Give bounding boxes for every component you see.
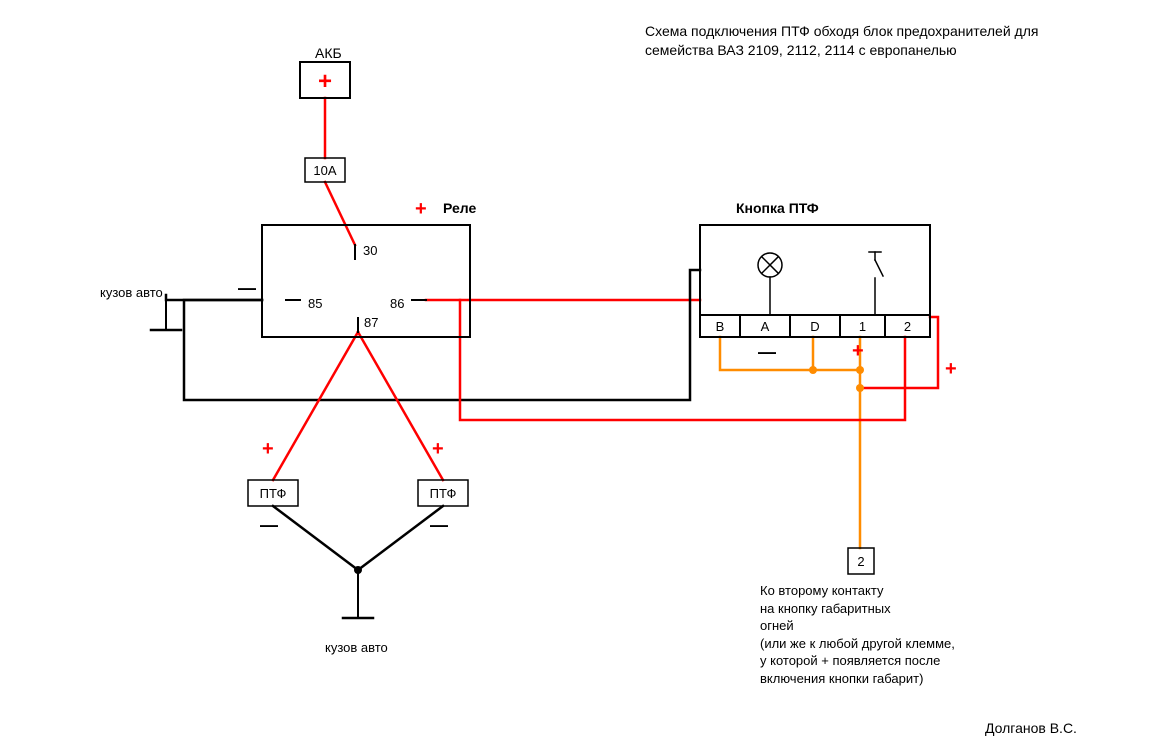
svg-text:1: 1 bbox=[859, 319, 866, 334]
svg-text:30: 30 bbox=[363, 243, 377, 258]
button-label: Кнопка ПТФ bbox=[736, 200, 819, 216]
ground-left-minus: — bbox=[238, 278, 256, 299]
svg-text:D: D bbox=[810, 319, 819, 334]
relay-label: Реле bbox=[443, 200, 476, 216]
relay-plus: + bbox=[415, 198, 427, 221]
author-text: Долганов В.С. bbox=[985, 720, 1077, 736]
svg-text:2: 2 bbox=[857, 554, 864, 569]
battery-label: АКБ bbox=[315, 45, 342, 61]
ptf-right-plus: + bbox=[432, 438, 444, 461]
ptf-left-minus: — bbox=[260, 515, 278, 536]
svg-text:86: 86 bbox=[390, 296, 404, 311]
button-plus-1: + bbox=[852, 340, 864, 363]
svg-text:85: 85 bbox=[308, 296, 322, 311]
svg-text:ПТФ: ПТФ bbox=[430, 486, 457, 501]
ground-bottom-label: кузов авто bbox=[325, 640, 388, 655]
svg-text:87: 87 bbox=[364, 315, 378, 330]
svg-text:B: B bbox=[716, 319, 725, 334]
title-text: Схема подключения ПТФ обходя блок предох… bbox=[645, 22, 1065, 60]
button-plus-2: + bbox=[945, 358, 957, 381]
ptf-left-plus: + bbox=[262, 438, 274, 461]
button-minus: — bbox=[758, 342, 776, 363]
svg-text:10A: 10A bbox=[313, 163, 336, 178]
svg-text:ПТФ: ПТФ bbox=[260, 486, 287, 501]
battery-plus: + bbox=[318, 68, 332, 96]
svg-text:A: A bbox=[761, 319, 770, 334]
ptf-right-minus: — bbox=[430, 515, 448, 536]
ground-left-label: кузов авто bbox=[100, 285, 163, 300]
diagram-canvas: 10A 30 85 86 87 B A D 1 2 ПТФ ПТФ 2 Схема подключени… bbox=[0, 0, 1157, 752]
svg-text:2: 2 bbox=[904, 319, 911, 334]
note-text: Ко второму контакту на кнопку габаритных… bbox=[760, 582, 1000, 687]
